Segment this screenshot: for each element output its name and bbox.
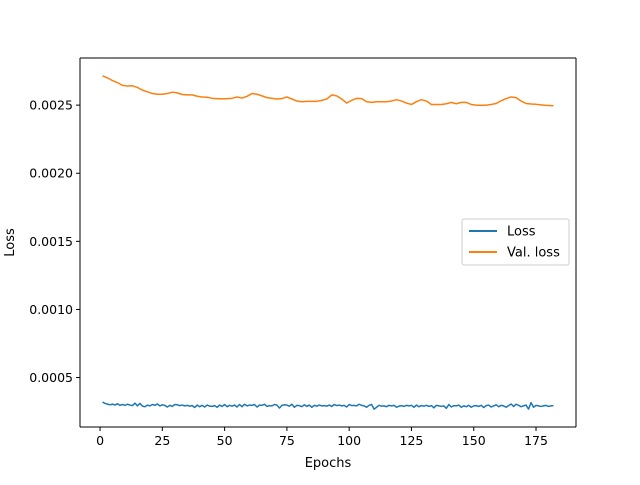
series-layer xyxy=(102,75,554,410)
y-tick-label: 0.0010 xyxy=(29,302,73,317)
y-tick-label: 0.0025 xyxy=(29,98,73,113)
x-tick-label: 175 xyxy=(524,433,548,448)
x-tick-label: 150 xyxy=(462,433,486,448)
x-tick-label: 125 xyxy=(400,433,424,448)
x-tick-label: 100 xyxy=(337,433,361,448)
ticks-layer: 0 25 50 75 100 125 150 175 0.0005 0.0010 0.0015 0.0… xyxy=(29,98,548,448)
x-tick-label: 75 xyxy=(279,433,295,448)
x-tick-label: 0 xyxy=(96,433,104,448)
series-line-val-loss xyxy=(102,75,554,107)
x-tick-label: 50 xyxy=(217,433,233,448)
y-tick-label: 0.0005 xyxy=(29,370,73,385)
y-tick-label: 0.0015 xyxy=(29,234,73,249)
x-tick-label: 25 xyxy=(154,433,170,448)
legend-label-val-loss: Val. loss xyxy=(507,246,560,261)
legend: Loss Val. loss xyxy=(461,218,570,266)
x-axis-label: Epochs xyxy=(305,456,352,471)
legend-label-loss: Loss xyxy=(507,225,536,240)
series-line-loss xyxy=(102,401,554,410)
y-tick-label: 0.0020 xyxy=(29,166,73,181)
y-axis-label: Loss xyxy=(3,228,18,257)
